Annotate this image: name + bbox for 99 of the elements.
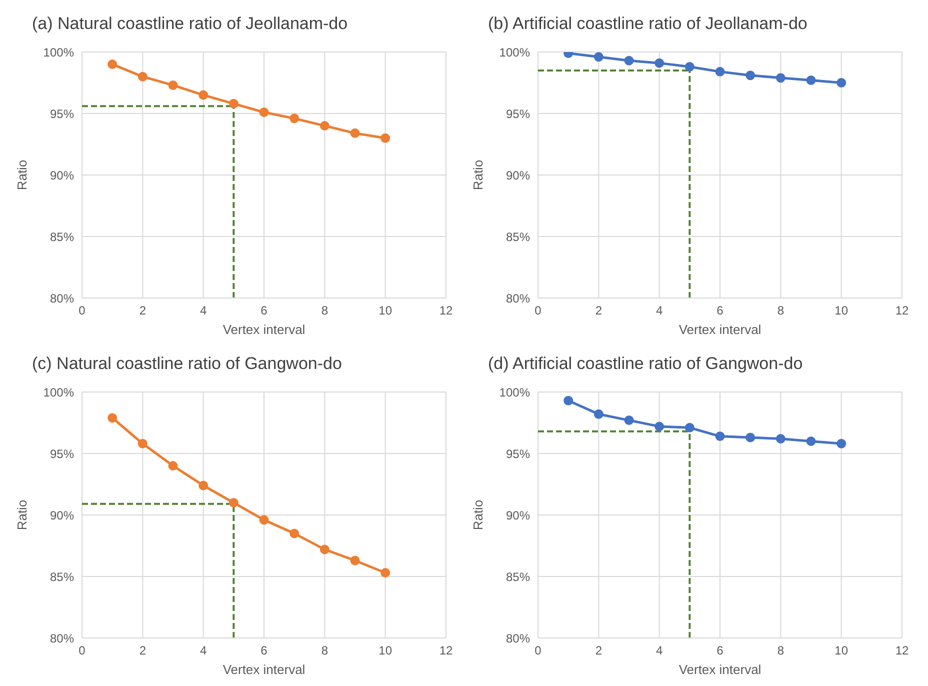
x-tick-label: 6 bbox=[260, 644, 268, 658]
x-tick-label: 0 bbox=[78, 304, 86, 318]
point bbox=[776, 434, 786, 444]
point bbox=[350, 128, 360, 138]
y-axis-title: Ratio bbox=[14, 160, 30, 190]
y-tick-label: 85% bbox=[506, 230, 530, 244]
y-tick-label: 100% bbox=[499, 45, 530, 60]
y-axis-title: Ratio bbox=[14, 500, 30, 530]
point bbox=[836, 78, 846, 88]
point bbox=[806, 76, 816, 86]
point bbox=[806, 436, 816, 446]
point bbox=[594, 52, 604, 62]
point bbox=[746, 432, 756, 442]
y-tick-label: 95% bbox=[506, 106, 530, 121]
point bbox=[108, 413, 118, 423]
chart-title: (d) Artificial coastline ratio of Gangwon-do bbox=[488, 354, 803, 374]
x-tick-label: 8 bbox=[777, 304, 784, 318]
point bbox=[138, 72, 148, 82]
point bbox=[290, 528, 300, 538]
point bbox=[776, 73, 786, 83]
point bbox=[564, 396, 574, 406]
x-tick-label: 4 bbox=[656, 644, 663, 658]
x-axis-title: Vertex interval bbox=[678, 662, 762, 677]
chart-title: (c) Natural coastline ratio of Gangwon-do bbox=[32, 354, 342, 374]
point bbox=[746, 70, 756, 80]
x-tick-label: 10 bbox=[378, 644, 392, 658]
y-tick-label: 100% bbox=[499, 385, 530, 400]
point bbox=[380, 568, 390, 578]
y-tick-label: 80% bbox=[506, 631, 530, 646]
y-tick-label: 95% bbox=[506, 446, 530, 461]
y-tick-label: 80% bbox=[50, 631, 74, 646]
point bbox=[228, 98, 238, 108]
point bbox=[290, 114, 300, 124]
point bbox=[380, 133, 390, 143]
y-tick-label: 85% bbox=[50, 230, 74, 244]
x-tick-label: 4 bbox=[200, 304, 207, 318]
chart-title: (b) Artificial coastline ratio of Jeollanam-do bbox=[488, 14, 808, 34]
x-tick-label: 8 bbox=[321, 304, 328, 318]
x-tick-label: 0 bbox=[534, 304, 542, 318]
x-tick-label: 4 bbox=[656, 304, 663, 318]
point bbox=[108, 60, 118, 70]
y-axis-title: Ratio bbox=[470, 160, 486, 190]
point bbox=[715, 432, 725, 442]
y-tick-label: 85% bbox=[50, 570, 74, 584]
x-axis-title: Vertex interval bbox=[678, 322, 762, 337]
point bbox=[138, 438, 148, 448]
y-tick-label: 100% bbox=[43, 45, 74, 60]
point bbox=[198, 480, 208, 490]
point bbox=[594, 409, 604, 419]
x-tick-label: 0 bbox=[78, 644, 86, 658]
point bbox=[198, 90, 208, 100]
x-axis-title: Vertex interval bbox=[222, 322, 306, 337]
x-tick-label: 6 bbox=[716, 304, 724, 318]
x-tick-label: 0 bbox=[534, 644, 542, 658]
point bbox=[320, 544, 330, 554]
point bbox=[684, 422, 694, 432]
y-axis-title: Ratio bbox=[470, 500, 486, 530]
point bbox=[350, 556, 360, 566]
x-tick-label: 6 bbox=[260, 304, 268, 318]
point bbox=[715, 66, 725, 76]
x-tick-label: 2 bbox=[595, 304, 602, 318]
y-tick-label: 95% bbox=[50, 446, 74, 461]
y-tick-label: 80% bbox=[50, 291, 74, 306]
x-axis-title: Vertex interval bbox=[222, 662, 306, 677]
y-tick-label: 90% bbox=[50, 508, 74, 522]
y-tick-label: 90% bbox=[506, 168, 530, 182]
y-tick-label: 80% bbox=[506, 291, 530, 306]
y-tick-label: 95% bbox=[50, 106, 74, 121]
point bbox=[684, 62, 694, 72]
x-tick-label: 10 bbox=[834, 644, 848, 658]
point bbox=[259, 515, 269, 525]
y-tick-label: 100% bbox=[43, 385, 74, 400]
point bbox=[624, 416, 634, 426]
x-tick-label: 12 bbox=[439, 644, 453, 658]
x-tick-label: 4 bbox=[200, 644, 207, 658]
point bbox=[320, 121, 330, 131]
x-tick-label: 8 bbox=[777, 644, 784, 658]
point bbox=[259, 108, 269, 118]
point bbox=[654, 422, 664, 432]
point bbox=[624, 56, 634, 66]
x-tick-label: 12 bbox=[895, 644, 909, 658]
point bbox=[168, 461, 178, 471]
chart-title: (a) Natural coastline ratio of Jeollanam-do bbox=[32, 14, 348, 34]
x-tick-label: 6 bbox=[716, 644, 724, 658]
point bbox=[654, 58, 664, 68]
point bbox=[168, 80, 178, 90]
point bbox=[228, 498, 238, 508]
y-tick-label: 85% bbox=[506, 570, 530, 584]
x-tick-label: 12 bbox=[439, 304, 453, 318]
x-tick-label: 10 bbox=[834, 304, 848, 318]
x-tick-label: 2 bbox=[595, 644, 602, 658]
point bbox=[836, 438, 846, 448]
x-tick-label: 2 bbox=[139, 644, 146, 658]
x-tick-label: 10 bbox=[378, 304, 392, 318]
y-tick-label: 90% bbox=[50, 168, 74, 182]
x-tick-label: 8 bbox=[321, 644, 328, 658]
y-tick-label: 90% bbox=[506, 508, 530, 522]
x-tick-label: 12 bbox=[895, 304, 909, 318]
x-tick-label: 2 bbox=[139, 304, 146, 318]
